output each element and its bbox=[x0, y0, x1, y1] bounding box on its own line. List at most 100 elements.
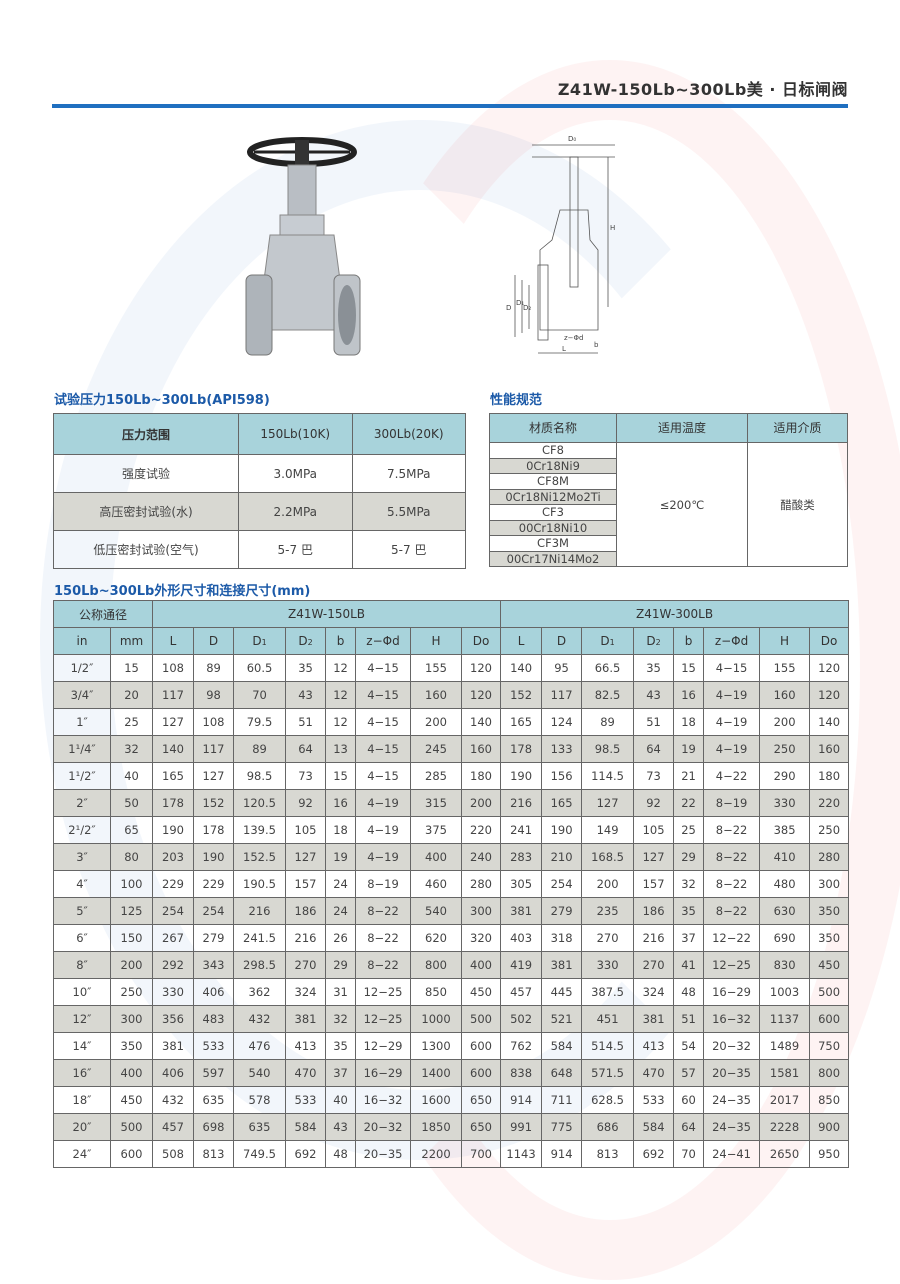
table-header-row: 材质名称 适用温度 适用介质 bbox=[489, 413, 848, 443]
cell: 470 bbox=[633, 1059, 675, 1087]
cell: 381 bbox=[152, 1032, 195, 1060]
column-header: b bbox=[325, 627, 357, 655]
cell: 24 bbox=[325, 870, 357, 898]
cell: 140 bbox=[500, 654, 543, 682]
cell: 775 bbox=[541, 1113, 583, 1141]
cell: 279 bbox=[193, 924, 235, 952]
cell: 3/4″ bbox=[53, 681, 111, 709]
cell: 381 bbox=[285, 1005, 327, 1033]
cell: 15 bbox=[109, 654, 154, 682]
cell: 1¹/4″ bbox=[53, 735, 111, 763]
material-cell: 0Cr18Ni9 bbox=[489, 457, 617, 474]
cell: 762 bbox=[500, 1032, 543, 1060]
cell: 35 bbox=[285, 654, 327, 682]
cell: 4−19 bbox=[355, 816, 412, 844]
cell: 1143 bbox=[500, 1140, 543, 1168]
cell: 200 bbox=[759, 708, 811, 736]
cell: 2″ bbox=[53, 789, 111, 817]
cell: 267 bbox=[152, 924, 195, 952]
column-header: z−Φd bbox=[355, 627, 412, 655]
cell: 400 bbox=[109, 1059, 154, 1087]
cell: 2.2MPa bbox=[238, 492, 353, 531]
table-row: 低压密封试验(空气) 5-7 巴 5-7 巴 bbox=[53, 530, 466, 569]
cell: 476 bbox=[233, 1032, 287, 1060]
cell: 692 bbox=[633, 1140, 675, 1168]
cell: 64 bbox=[673, 1113, 705, 1141]
cell: 1¹/2″ bbox=[53, 762, 111, 790]
cell: 8″ bbox=[53, 951, 111, 979]
cell: 400 bbox=[410, 843, 463, 871]
cell: 79.5 bbox=[233, 708, 287, 736]
cell: 18 bbox=[673, 708, 705, 736]
column-header: Do bbox=[461, 627, 502, 655]
cell: 73 bbox=[285, 762, 327, 790]
cell: 70 bbox=[673, 1140, 705, 1168]
table-row: 8″ 200 292 343 298.5 270 29 8−22 800 400 419 381 330… bbox=[53, 951, 850, 979]
cell: 350 bbox=[109, 1032, 154, 1060]
cell: 813 bbox=[193, 1140, 235, 1168]
cell: 127 bbox=[285, 843, 327, 871]
cell: 635 bbox=[193, 1086, 235, 1114]
column-header: D bbox=[193, 627, 235, 655]
cell: 480 bbox=[759, 870, 811, 898]
cell: 178 bbox=[152, 789, 195, 817]
cell: 8−19 bbox=[355, 870, 412, 898]
model-150-header: Z41W-150LB bbox=[152, 600, 502, 628]
table-row: 12″ 300 356 483 432 381 32 12−25 1000 500 502 521 45… bbox=[53, 1005, 850, 1033]
cell: 4−15 bbox=[355, 735, 412, 763]
cell: 254 bbox=[541, 870, 583, 898]
cell: 50 bbox=[109, 789, 154, 817]
cell: 190 bbox=[193, 843, 235, 871]
cell: 165 bbox=[152, 762, 195, 790]
cell: 37 bbox=[325, 1059, 357, 1087]
cell: 65 bbox=[109, 816, 154, 844]
cell: 514.5 bbox=[581, 1032, 635, 1060]
cell: 419 bbox=[500, 951, 543, 979]
column-header: H bbox=[410, 627, 463, 655]
cell: 10″ bbox=[53, 978, 111, 1006]
table-row: 10″ 250 330 406 362 324 31 12−25 850 450 457 445 387… bbox=[53, 978, 850, 1006]
cell: 502 bbox=[500, 1005, 543, 1033]
header-cell: 300Lb(20K) bbox=[351, 413, 466, 455]
cell: 584 bbox=[633, 1113, 675, 1141]
label-d1: D₁ bbox=[516, 299, 524, 307]
cell: 445 bbox=[541, 978, 583, 1006]
cell: 89 bbox=[233, 735, 287, 763]
cell: 12−25 bbox=[355, 1005, 412, 1033]
cell: 700 bbox=[461, 1140, 502, 1168]
cell: 600 bbox=[461, 1032, 502, 1060]
cell: 250 bbox=[109, 978, 154, 1006]
cell: 318 bbox=[541, 924, 583, 952]
cell: 500 bbox=[809, 978, 850, 1006]
cell: 1489 bbox=[759, 1032, 811, 1060]
cell: 152 bbox=[500, 681, 543, 709]
cell: 120 bbox=[809, 681, 850, 709]
cell: 838 bbox=[500, 1059, 543, 1087]
cell: 432 bbox=[152, 1086, 195, 1114]
label-b: b bbox=[594, 341, 599, 349]
cell: 160 bbox=[410, 681, 463, 709]
column-header: in bbox=[53, 627, 111, 655]
cell: 124 bbox=[541, 708, 583, 736]
cell: 690 bbox=[759, 924, 811, 952]
cell: 356 bbox=[152, 1005, 195, 1033]
cell: 2017 bbox=[759, 1086, 811, 1114]
cell: 324 bbox=[285, 978, 327, 1006]
cell: 2200 bbox=[410, 1140, 463, 1168]
cell: 4−19 bbox=[355, 843, 412, 871]
table-row: CF8 ≤200℃ 醋酸类 bbox=[489, 442, 848, 567]
cell: 578 bbox=[233, 1086, 287, 1114]
table-row: 16″ 400 406 597 540 470 37 16−29 1400 600 838 648 57… bbox=[53, 1059, 850, 1087]
cell: 280 bbox=[809, 843, 850, 871]
cell: 300 bbox=[809, 870, 850, 898]
cell: 343 bbox=[193, 951, 235, 979]
cell: 24−35 bbox=[703, 1113, 761, 1141]
cell: 98.5 bbox=[581, 735, 635, 763]
cell: 850 bbox=[410, 978, 463, 1006]
dimensions-section-title: 150Lb~300Lb外形尺寸和连接尺寸(mm) bbox=[54, 584, 311, 599]
cell: 133 bbox=[541, 735, 583, 763]
table-row: 00Cr17Ni14Mo2 bbox=[489, 550, 848, 567]
cell: 12″ bbox=[53, 1005, 111, 1033]
material-cell: CF8 bbox=[489, 442, 617, 459]
cell: 381 bbox=[633, 1005, 675, 1033]
